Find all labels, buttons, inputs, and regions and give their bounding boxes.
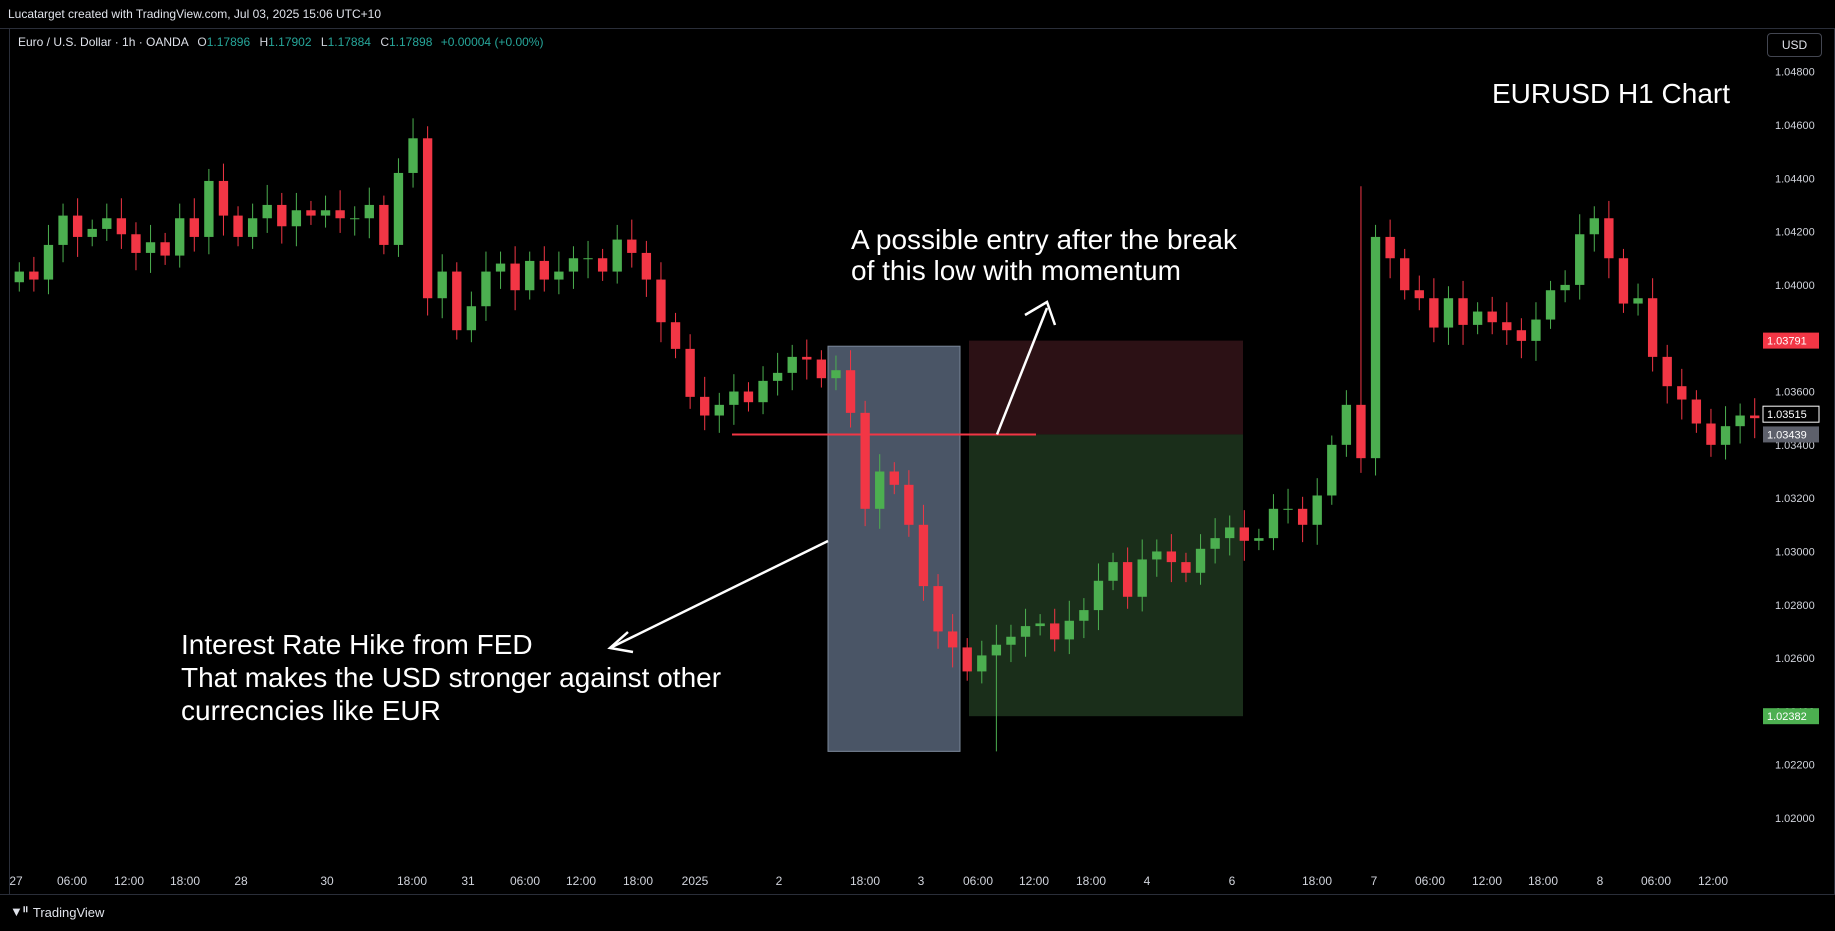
open-value: 1.17896 (206, 35, 251, 49)
low-label: L (320, 35, 328, 49)
high-label: H (259, 35, 269, 49)
chart-credit: Lucatarget created with TradingView.com,… (8, 7, 382, 21)
change-value: +0.00004 (+0.00%) (440, 35, 544, 49)
close-label: C (380, 35, 389, 49)
currency-button[interactable]: USD (1767, 33, 1822, 57)
low-value: 1.17884 (327, 35, 371, 49)
tradingview-logo-icon: ▼ᐦ (10, 904, 28, 919)
symbol-legend[interactable]: Euro / U.S. Dollar · 1h · OANDA O1.17896… (18, 35, 543, 49)
chart-frame (9, 28, 1835, 894)
symbol-name[interactable]: Euro / U.S. Dollar · 1h · OANDA (18, 35, 189, 49)
open-label: O (197, 35, 207, 49)
brand[interactable]: ▼ᐦ TradingView (10, 904, 104, 920)
top-bar: Lucatarget created with TradingView.com,… (0, 0, 1835, 29)
high-value: 1.17902 (268, 35, 312, 49)
brand-name: TradingView (32, 904, 105, 920)
close-value: 1.17898 (388, 35, 433, 49)
bottom-bar (0, 894, 1835, 931)
